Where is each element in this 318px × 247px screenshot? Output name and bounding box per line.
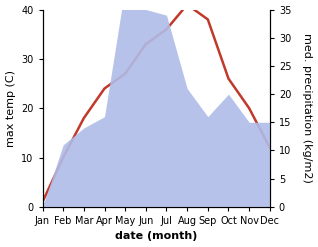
X-axis label: date (month): date (month) bbox=[115, 231, 197, 242]
Y-axis label: max temp (C): max temp (C) bbox=[5, 70, 16, 147]
Y-axis label: med. precipitation (kg/m2): med. precipitation (kg/m2) bbox=[302, 33, 313, 183]
